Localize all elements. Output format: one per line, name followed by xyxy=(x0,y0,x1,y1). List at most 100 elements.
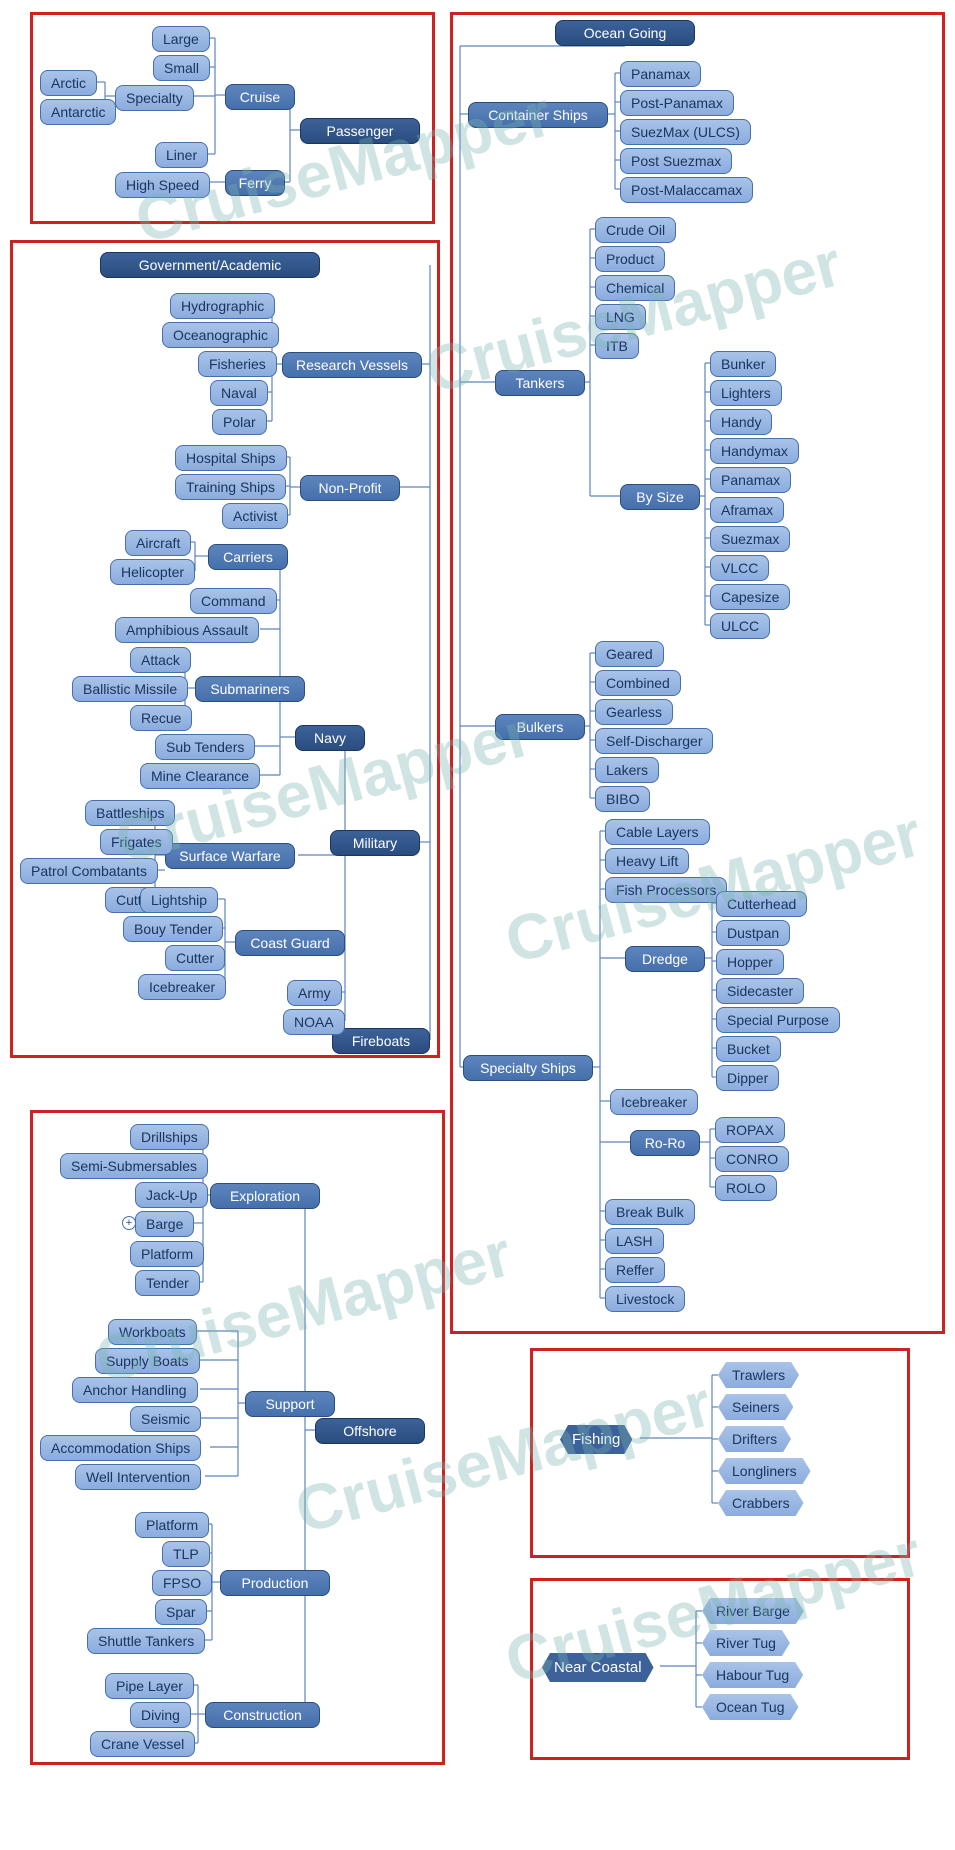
node-combined: Combined xyxy=(595,670,681,696)
node-post-suezmax: Post Suezmax xyxy=(620,148,732,174)
node-by-size: By Size xyxy=(620,484,700,510)
node-anchor-handling: Anchor Handling xyxy=(72,1377,198,1403)
node-surface-warfare: Surface Warfare xyxy=(165,843,295,869)
node-hydrographic: Hydrographic xyxy=(170,293,275,319)
node-army: Army xyxy=(287,980,342,1006)
node-training-ships: Training Ships xyxy=(175,474,286,500)
node-helicopter: Helicopter xyxy=(110,559,195,585)
node-ropax: ROPAX xyxy=(715,1117,785,1143)
node-container-ships: Container Ships xyxy=(468,102,608,128)
node-lakers: Lakers xyxy=(595,757,659,783)
node-post-panamax: Post-Panamax xyxy=(620,90,734,116)
node-post-malaccamax: Post-Malaccamax xyxy=(620,177,753,203)
node-accommodation-ships: Accommodation Ships xyxy=(40,1435,201,1461)
node-icebreaker: Icebreaker xyxy=(138,974,226,1000)
node-shuttle-tankers: Shuttle Tankers xyxy=(87,1628,205,1654)
node-dustpan: Dustpan xyxy=(716,920,790,946)
node-ulcc: ULCC xyxy=(710,613,770,639)
node-bucket: Bucket xyxy=(716,1036,781,1062)
node-handy: Handy xyxy=(710,409,772,435)
node-lighters: Lighters xyxy=(710,380,782,406)
node-rolo: ROLO xyxy=(715,1175,777,1201)
node-dredge: Dredge xyxy=(625,946,705,972)
node-reffer: Reffer xyxy=(605,1257,665,1283)
node-support: Support xyxy=(245,1391,335,1417)
node-patrol-combatants: Patrol Combatants xyxy=(20,858,158,884)
node-navy: Navy xyxy=(295,725,365,751)
node-fisheries: Fisheries xyxy=(198,351,277,377)
node-military: Military xyxy=(330,830,420,856)
node-arctic: Arctic xyxy=(40,70,97,96)
node-jack-up: Jack-Up xyxy=(135,1182,208,1208)
node-product: Product xyxy=(595,246,665,272)
node-spar: Spar xyxy=(155,1599,207,1625)
node-platform: Platform xyxy=(135,1512,209,1538)
node-seismic: Seismic xyxy=(130,1406,201,1432)
node-crude-oil: Crude Oil xyxy=(595,217,676,243)
node-aframax: Aframax xyxy=(710,497,784,523)
node-barge: Barge xyxy=(135,1211,194,1237)
node-diving: Diving xyxy=(130,1702,191,1728)
node-oceanographic: Oceanographic xyxy=(162,322,279,348)
node-handymax: Handymax xyxy=(710,438,799,464)
node-bulkers: Bulkers xyxy=(495,714,585,740)
hex-near-coastal: Near Coastal xyxy=(542,1653,654,1682)
node-bouy-tender: Bouy Tender xyxy=(123,916,223,942)
expand-icon: + xyxy=(122,1216,136,1230)
node-construction: Construction xyxy=(205,1702,320,1728)
node-specialty: Specialty xyxy=(115,85,194,111)
node-lng: LNG xyxy=(595,304,646,330)
node-drillships: Drillships xyxy=(130,1124,209,1150)
node-small: Small xyxy=(153,55,210,81)
node-research-vessels: Research Vessels xyxy=(282,352,422,378)
node-fish-processors: Fish Processors xyxy=(605,877,727,903)
node-noaa: NOAA xyxy=(283,1009,345,1035)
node-semi-submersables: Semi-Submersables xyxy=(60,1153,208,1179)
node-sub-tenders: Sub Tenders xyxy=(155,734,255,760)
node-ocean-going: Ocean Going xyxy=(555,20,695,46)
node-aircraft: Aircraft xyxy=(125,530,191,556)
hex-drifters: Drifters xyxy=(718,1426,791,1452)
hex-trawlers: Trawlers xyxy=(718,1362,799,1388)
node-coast-guard: Coast Guard xyxy=(235,930,345,956)
node-lash: LASH xyxy=(605,1228,664,1254)
node-capesize: Capesize xyxy=(710,584,790,610)
hex-river-tug: River Tug xyxy=(702,1630,790,1656)
node-gearless: Gearless xyxy=(595,699,673,725)
node-break-bulk: Break Bulk xyxy=(605,1199,695,1225)
node-platform: Platform xyxy=(130,1241,204,1267)
node-well-intervention: Well Intervention xyxy=(75,1464,201,1490)
node-liner: Liner xyxy=(155,142,208,168)
node-carriers: Carriers xyxy=(208,544,288,570)
node-conro: CONRO xyxy=(715,1146,789,1172)
node-frigates: Frigates xyxy=(100,829,173,855)
hex-river-barge: River Barge xyxy=(702,1598,804,1624)
node-dipper: Dipper xyxy=(716,1065,779,1091)
node-self-discharger: Self-Discharger xyxy=(595,728,713,754)
node-exploration: Exploration xyxy=(210,1183,320,1209)
node-ferry: Ferry xyxy=(225,170,285,196)
node-tlp: TLP xyxy=(162,1541,210,1567)
node-chemical: Chemical xyxy=(595,275,675,301)
node-passenger: Passenger xyxy=(300,118,420,144)
node-panamax: Panamax xyxy=(710,467,791,493)
node-suezmax-ulcs-: SuezMax (ULCS) xyxy=(620,119,751,145)
hex-ocean-tug: Ocean Tug xyxy=(702,1694,799,1720)
node-hospital-ships: Hospital Ships xyxy=(175,445,287,471)
hex-seiners: Seiners xyxy=(718,1394,793,1420)
node-cutter: Cutter xyxy=(165,945,225,971)
node-attack: Attack xyxy=(130,647,191,673)
node-command: Command xyxy=(190,588,277,614)
node-supply-boats: Supply Boats xyxy=(95,1348,200,1374)
node-panamax: Panamax xyxy=(620,61,701,87)
node-ro-ro: Ro-Ro xyxy=(630,1130,700,1156)
node-sidecaster: Sidecaster xyxy=(716,978,804,1004)
node-cable-layers: Cable Layers xyxy=(605,819,710,845)
node-polar: Polar xyxy=(212,409,267,435)
node-workboats: Workboats xyxy=(108,1319,197,1345)
node-naval: Naval xyxy=(210,380,268,406)
node-large: Large xyxy=(152,26,210,52)
node-fpso: FPSO xyxy=(152,1570,212,1596)
node-tender: Tender xyxy=(135,1270,200,1296)
node-lightship: Lightship xyxy=(140,887,218,913)
